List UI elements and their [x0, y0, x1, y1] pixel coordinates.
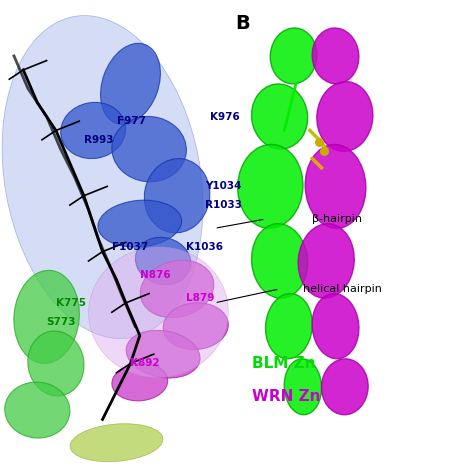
Ellipse shape [252, 84, 308, 149]
Text: S773: S773 [47, 316, 76, 327]
Ellipse shape [238, 144, 303, 228]
Point [315, 138, 323, 146]
Text: K775: K775 [56, 298, 86, 308]
Text: Y1034: Y1034 [205, 181, 241, 192]
Ellipse shape [112, 363, 168, 401]
Ellipse shape [270, 28, 317, 84]
Ellipse shape [14, 270, 79, 363]
Text: K1036: K1036 [186, 242, 223, 252]
Ellipse shape [305, 144, 366, 228]
Text: L879: L879 [186, 293, 215, 303]
Ellipse shape [266, 294, 312, 359]
Ellipse shape [322, 359, 368, 415]
Ellipse shape [61, 103, 126, 158]
Ellipse shape [140, 260, 214, 318]
Ellipse shape [2, 15, 203, 339]
Ellipse shape [112, 116, 186, 182]
Ellipse shape [312, 28, 359, 84]
Text: R993: R993 [84, 135, 113, 145]
Ellipse shape [70, 424, 163, 462]
Text: B: B [235, 14, 250, 33]
Ellipse shape [252, 224, 308, 298]
Ellipse shape [89, 247, 228, 377]
Text: helical hairpin: helical hairpin [303, 284, 382, 294]
Text: K892: K892 [130, 358, 160, 369]
Ellipse shape [98, 200, 182, 247]
Ellipse shape [163, 303, 228, 350]
Ellipse shape [284, 359, 322, 415]
Ellipse shape [317, 82, 373, 151]
Bar [233, 0, 466, 466]
Text: R1033: R1033 [205, 200, 242, 210]
Ellipse shape [312, 294, 359, 359]
Text: K976: K976 [210, 111, 240, 122]
Point [320, 148, 328, 155]
Ellipse shape [298, 224, 354, 298]
Text: BLM Zn: BLM Zn [252, 356, 315, 371]
Text: F977: F977 [116, 116, 145, 126]
Ellipse shape [144, 158, 210, 233]
Ellipse shape [101, 43, 160, 124]
Text: N876: N876 [140, 270, 171, 280]
Ellipse shape [28, 331, 84, 396]
Ellipse shape [5, 382, 70, 438]
Text: F1037: F1037 [112, 242, 148, 252]
Ellipse shape [136, 237, 191, 285]
Text: WRN Zn: WRN Zn [252, 389, 320, 404]
Ellipse shape [126, 330, 200, 378]
Text: β-hairpin: β-hairpin [312, 214, 362, 224]
